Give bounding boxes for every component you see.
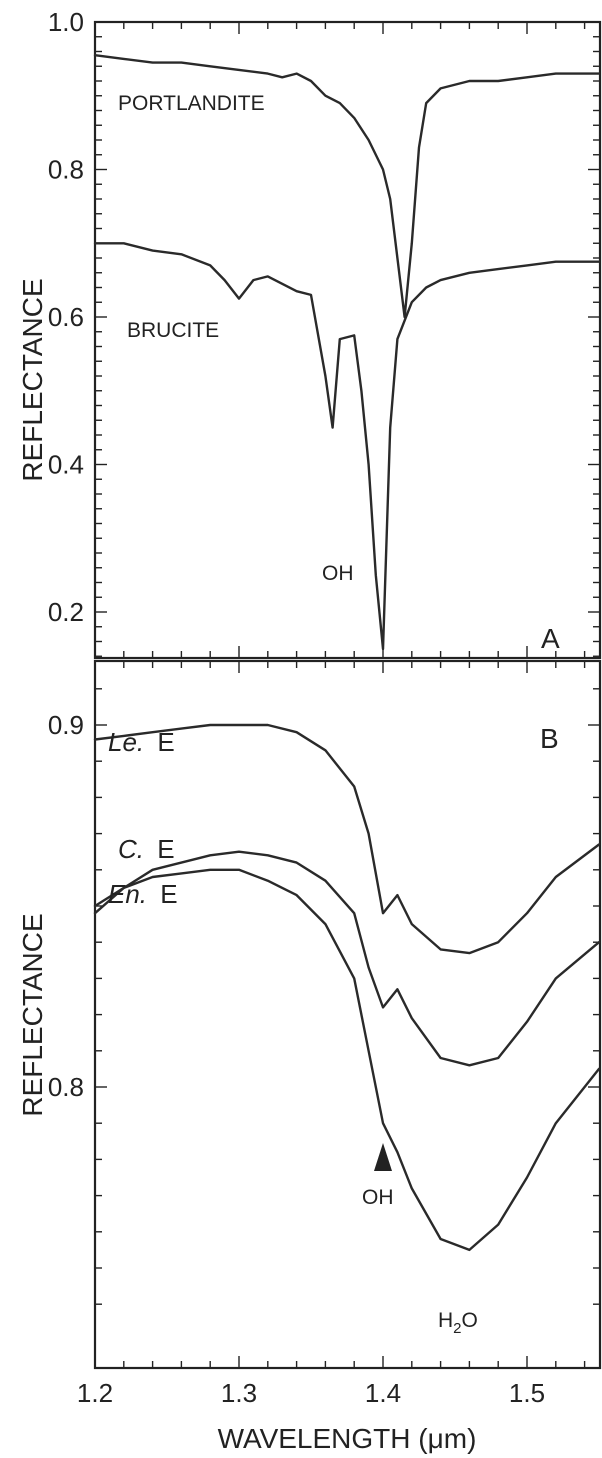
series-line-brucite [93,242,601,651]
series-c-label: C. E [118,834,175,864]
x-tick-label: 1.3 [221,1378,257,1408]
series-line-panel-b-series-1 [93,723,601,955]
y-tick-label-b: 0.8 [48,1072,84,1102]
en-italic: En. [108,879,147,909]
y-axis-label-a: REFLECTANCE [17,278,48,481]
panel-a: 0.2 0.4 0.6 0.8 1.0 PORTLANDITE BRUCITE OH A [48,7,602,660]
c-e: E [157,834,174,864]
panel-b-letter: B [540,723,559,754]
h2o-o: O [462,1309,478,1332]
panel-b: 0.8 0.9 1.2 1.3 1.4 1.5 Le. E C. E En. E OH H… [48,659,602,1408]
portlandite-label: PORTLANDITE [118,92,265,115]
en-e: E [160,879,177,909]
series-line-portlandite [93,54,601,319]
series-le-label: Le. E [108,727,175,757]
y-tick-label-a: 0.6 [48,302,84,332]
y-tick-label-a: 0.4 [48,450,84,480]
panel-b-frame [93,659,602,1370]
y-axis-label-b: REFLECTANCE [17,913,48,1116]
oh-label-b: OH [362,1186,394,1209]
series-line-panel-b-series-3 [93,868,601,1252]
h2o-label: H2O [438,1309,478,1337]
panel-b-series [93,723,601,1252]
y-tick-label-b: 0.9 [48,710,84,740]
le-e: E [157,727,174,757]
panel-b-ticks: 0.8 0.9 1.2 1.3 1.4 1.5 [48,661,600,1408]
brucite-label: BRUCITE [127,319,219,342]
y-tick-label-a: 1.0 [48,7,84,37]
panel-a-letter: A [541,623,560,654]
series-line-panel-b-series-2 [93,850,601,1067]
le-italic: Le. [108,727,144,757]
x-axis-label: WAVELENGTH (μm) [218,1423,477,1454]
panel-a-frame [93,20,602,660]
panel-a-series [93,54,601,651]
x-tick-label: 1.4 [365,1378,401,1408]
oh-arrow-icon [374,1143,392,1171]
x-tick-label: 1.2 [77,1378,113,1408]
oh-label-a: OH [322,562,354,585]
c-italic: C. [118,834,144,864]
h2o-h: H [438,1309,453,1332]
y-tick-label-a: 0.2 [48,597,84,627]
y-tick-label-a: 0.8 [48,155,84,185]
series-en-label: En. E [108,879,178,909]
x-tick-label: 1.5 [509,1378,545,1408]
h2o-sub: 2 [453,1320,461,1337]
panel-a-ticks: 0.2 0.4 0.6 0.8 1.0 [48,7,600,658]
